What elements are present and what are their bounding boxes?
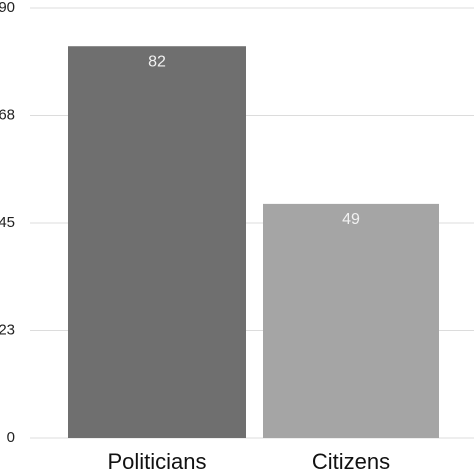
bar: [68, 46, 246, 438]
y-tick-label: 45: [0, 214, 15, 231]
x-tick-label: Politicians: [107, 449, 206, 474]
value-label: 49: [342, 211, 360, 228]
y-tick-label: 23: [0, 321, 15, 338]
y-tick-label: 90: [0, 0, 15, 16]
x-tick-label: Citizens: [312, 449, 390, 474]
y-tick-label: 68: [0, 106, 15, 123]
y-tick-label: 0: [7, 429, 15, 446]
bar: [263, 203, 439, 438]
value-label: 82: [148, 53, 166, 70]
